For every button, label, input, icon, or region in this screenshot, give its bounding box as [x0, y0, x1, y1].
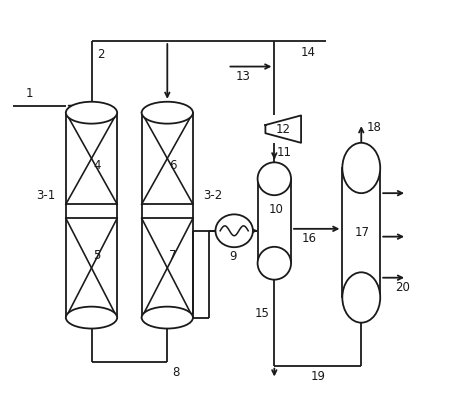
Text: 3-1: 3-1: [36, 189, 56, 202]
Ellipse shape: [142, 102, 193, 124]
Text: 13: 13: [236, 70, 251, 83]
Polygon shape: [265, 115, 301, 143]
Text: 16: 16: [301, 232, 316, 245]
Text: 2: 2: [96, 48, 104, 61]
Text: 3-2: 3-2: [203, 189, 222, 202]
Text: 4: 4: [93, 159, 101, 172]
Text: 11: 11: [277, 146, 292, 159]
Text: 18: 18: [366, 120, 381, 134]
Ellipse shape: [258, 162, 291, 195]
Ellipse shape: [142, 307, 193, 328]
Text: 9: 9: [229, 251, 237, 263]
Text: 15: 15: [254, 307, 269, 320]
Text: 6: 6: [169, 159, 177, 172]
Text: 7: 7: [169, 249, 177, 263]
Text: 20: 20: [395, 281, 410, 294]
Ellipse shape: [66, 102, 117, 124]
Ellipse shape: [342, 272, 380, 323]
Text: 5: 5: [93, 249, 101, 263]
Text: 1: 1: [25, 87, 33, 101]
Text: 12: 12: [276, 122, 291, 136]
Ellipse shape: [342, 143, 380, 193]
Ellipse shape: [66, 307, 117, 328]
Text: 10: 10: [268, 203, 283, 216]
Text: 17: 17: [355, 226, 370, 239]
Circle shape: [216, 214, 253, 247]
Ellipse shape: [258, 247, 291, 280]
Text: 19: 19: [310, 370, 325, 383]
Text: 8: 8: [172, 366, 180, 379]
Text: 14: 14: [300, 46, 315, 59]
